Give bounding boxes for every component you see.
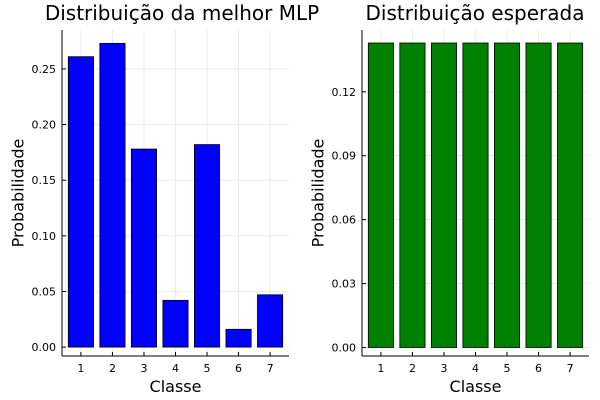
y-tick-label: 0.03 bbox=[332, 278, 357, 291]
y-axis-label: Probabilidade bbox=[309, 139, 328, 248]
x-tick-label: 6 bbox=[235, 362, 242, 375]
x-tick-label: 5 bbox=[504, 362, 511, 375]
bar-classe-2 bbox=[99, 42, 126, 348]
x-tick-label: 1 bbox=[377, 362, 384, 375]
bar-classe-1 bbox=[67, 56, 94, 348]
bar-classe-4 bbox=[162, 299, 189, 348]
bar-classe-6 bbox=[225, 328, 252, 348]
y-tick-label: 0.25 bbox=[32, 63, 57, 76]
y-axis-label: Probabilidade bbox=[9, 139, 28, 248]
x-tick-label: 2 bbox=[109, 362, 116, 375]
bar-classe-1 bbox=[367, 42, 394, 348]
bar-classe-2 bbox=[399, 42, 426, 348]
x-axis-label: Classe bbox=[450, 377, 502, 396]
x-tick-label: 3 bbox=[440, 362, 447, 375]
x-tick-label: 4 bbox=[172, 362, 179, 375]
x-tick-label: 5 bbox=[204, 362, 211, 375]
y-tick-label: 0.05 bbox=[32, 285, 57, 298]
bar-classe-7 bbox=[257, 294, 284, 348]
bar-classe-3 bbox=[130, 148, 157, 348]
y-tick-label: 0.06 bbox=[332, 214, 357, 227]
chart-title: Distribuição da melhor MLP bbox=[45, 1, 319, 25]
subplot-1: 0.00 0.05 0.10 0.15 0.20 0.25 1 2 3 4 5 6 7 Distribui… bbox=[9, 1, 320, 396]
bar-classe-7 bbox=[557, 42, 584, 348]
x-axis-label: Classe bbox=[150, 377, 202, 396]
y-tick-label: 0.15 bbox=[32, 174, 57, 187]
x-tick-label: 1 bbox=[77, 362, 84, 375]
x-tick-label: 4 bbox=[472, 362, 479, 375]
x-tick-label: 7 bbox=[567, 362, 574, 375]
bar-classe-4 bbox=[462, 42, 489, 348]
x-tick-label: 2 bbox=[409, 362, 416, 375]
y-tick-label: 0.00 bbox=[32, 341, 57, 354]
x-tick-label: 3 bbox=[140, 362, 147, 375]
bar-classe-3 bbox=[430, 42, 457, 348]
y-tick-label: 0.20 bbox=[32, 119, 57, 132]
chart-title: Distribuição esperada bbox=[366, 1, 585, 25]
y-tick-label: 0.09 bbox=[332, 150, 357, 163]
bar-classe-5 bbox=[194, 144, 221, 348]
bar-classe-5 bbox=[494, 42, 521, 348]
x-tick-label: 6 bbox=[535, 362, 542, 375]
bar-classe-6 bbox=[525, 42, 552, 348]
x-tick-label: 7 bbox=[267, 362, 274, 375]
y-tick-label: 0.00 bbox=[332, 341, 357, 354]
y-tick-label: 0.12 bbox=[332, 86, 357, 99]
subplot-2: 0.00 0.03 0.06 0.09 0.12 1 2 3 4 5 6 7 Distribuição … bbox=[309, 1, 589, 396]
y-tick-label: 0.10 bbox=[32, 230, 57, 243]
